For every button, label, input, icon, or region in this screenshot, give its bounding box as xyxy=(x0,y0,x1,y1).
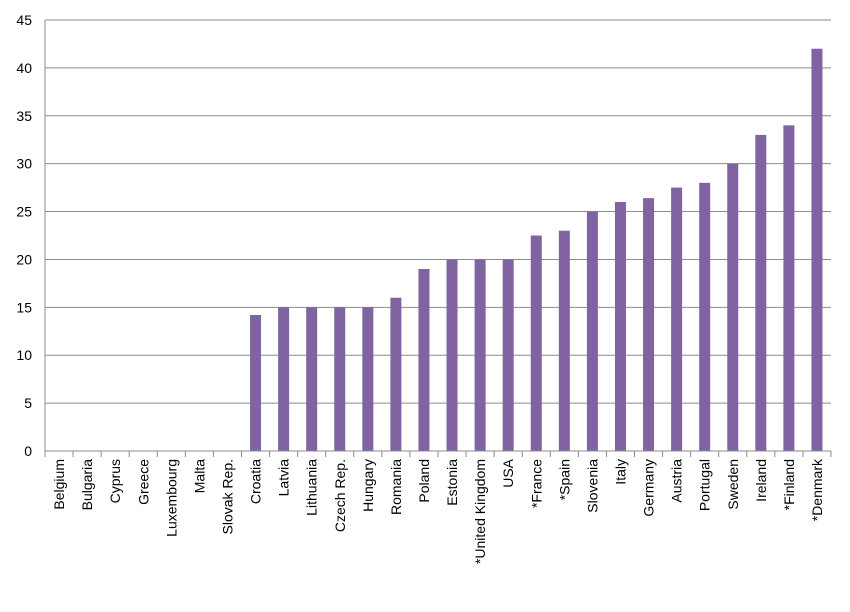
x-tick-label: Hungary xyxy=(360,459,376,512)
y-tick-label: 20 xyxy=(16,251,32,267)
x-tick-label: Poland xyxy=(416,459,432,503)
x-tick-label: Italy xyxy=(612,459,628,485)
bar xyxy=(306,307,318,451)
bar xyxy=(558,230,570,451)
x-axis-ticks: Belgium Bulgaria Cyprus Greece Luxembourg Mal… xyxy=(44,451,832,564)
x-tick-label: Belgium xyxy=(51,459,67,510)
y-tick-label: 25 xyxy=(16,204,32,220)
bar xyxy=(250,314,262,451)
x-tick-label: *Denmark xyxy=(809,458,825,521)
bars xyxy=(250,48,823,452)
bar xyxy=(699,182,711,452)
y-axis-ticks: 0 5 10 15 20 25 30 35 40 45 xyxy=(16,12,32,459)
x-tick-label: Romania xyxy=(388,459,404,515)
bar xyxy=(502,259,514,451)
gridlines xyxy=(45,19,831,404)
y-tick-label: 5 xyxy=(24,395,32,411)
bar xyxy=(278,307,290,451)
bar xyxy=(643,198,655,451)
x-tick-label: Croatia xyxy=(248,459,264,504)
x-tick-label: Greece xyxy=(135,459,151,505)
y-tick-label: 15 xyxy=(16,299,32,315)
bar xyxy=(390,297,402,451)
bar xyxy=(362,307,374,451)
bar xyxy=(614,201,626,451)
x-tick-label: Bulgaria xyxy=(79,459,95,511)
x-tick-label: Germany xyxy=(641,459,657,517)
x-tick-label: Malta xyxy=(191,459,207,493)
bar xyxy=(783,125,795,451)
x-tick-label: Cyprus xyxy=(107,459,123,503)
bar xyxy=(586,211,598,451)
y-tick-label: 30 xyxy=(16,156,32,172)
bar xyxy=(334,307,346,451)
bar xyxy=(418,269,430,451)
y-tick-label: 40 xyxy=(16,60,32,76)
x-tick-label: Latvia xyxy=(276,459,292,497)
x-tick-label: Estonia xyxy=(444,459,460,506)
x-tick-label: USA xyxy=(500,458,516,487)
x-tick-label: *France xyxy=(528,459,544,508)
bar xyxy=(727,163,739,451)
bar xyxy=(474,259,486,451)
bar xyxy=(671,187,683,451)
y-tick-label: 35 xyxy=(16,108,32,124)
x-tick-label: Slovenia xyxy=(584,459,600,513)
bar xyxy=(530,235,542,451)
x-tick-label: Slovak Rep. xyxy=(219,459,235,534)
x-tick-label: Czech Rep. xyxy=(332,459,348,532)
y-tick-label: 0 xyxy=(24,443,32,459)
y-tick-label: 10 xyxy=(16,347,32,363)
bar xyxy=(446,259,458,451)
x-tick-label: Sweden xyxy=(725,459,741,510)
x-tick-label: Portugal xyxy=(697,459,713,511)
bar xyxy=(755,134,767,451)
x-tick-label: Luxembourg xyxy=(163,459,179,537)
x-tick-label: Lithuania xyxy=(304,459,320,516)
bar xyxy=(811,48,823,451)
x-tick-label: Austria xyxy=(669,459,685,503)
y-tick-label: 45 xyxy=(16,12,32,28)
x-tick-label: *United Kingdom xyxy=(472,459,488,564)
x-tick-label: *Finland xyxy=(781,459,797,510)
x-tick-label: *Spain xyxy=(556,459,572,500)
x-tick-label: Ireland xyxy=(753,459,769,502)
